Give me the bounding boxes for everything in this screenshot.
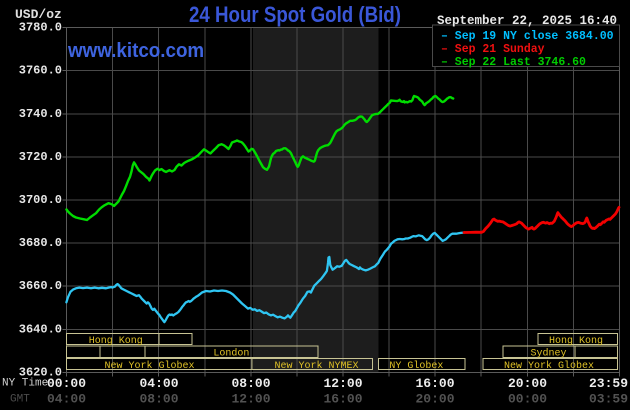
svg-text:NY Globex: NY Globex [389,360,443,372]
svg-text:3700.0: 3700.0 [19,193,62,207]
svg-text:3620.0: 3620.0 [19,366,62,380]
svg-text:12:00: 12:00 [323,376,362,391]
svg-text:00:00: 00:00 [47,376,86,391]
svg-text:04:00: 04:00 [139,376,178,391]
svg-text:London: London [213,348,249,360]
svg-text:Hong Kong: Hong Kong [89,336,143,347]
svg-text:GMT: GMT [10,394,30,406]
svg-text:12:00: 12:00 [231,391,270,406]
svg-text:3720.0: 3720.0 [19,150,62,164]
svg-text:– Sep 21 Sunday: – Sep 21 Sunday [441,43,545,56]
svg-text:Sydney: Sydney [530,348,566,360]
svg-text:3740.0: 3740.0 [19,107,62,121]
svg-text:20:00: 20:00 [415,391,454,406]
svg-text:23:59: 23:59 [589,376,628,391]
svg-text:USD/oz: USD/oz [15,7,62,22]
svg-text:3760.0: 3760.0 [19,64,62,78]
svg-text:3640.0: 3640.0 [19,322,62,336]
svg-text:NY Time: NY Time [2,378,48,390]
svg-text:04:00: 04:00 [47,391,86,406]
svg-text:New York Globex: New York Globex [504,360,594,372]
svg-text:Hong Kong: Hong Kong [549,336,603,347]
svg-text:08:00: 08:00 [139,391,178,406]
svg-text:New York NYMEX: New York NYMEX [274,360,358,372]
svg-text:New York Globex: New York Globex [104,360,194,372]
svg-text:00:00: 00:00 [508,391,547,406]
svg-text:3780.0: 3780.0 [19,21,62,35]
svg-text:03:59: 03:59 [589,391,628,406]
svg-text:20:00: 20:00 [508,376,547,391]
svg-text:September 22, 2025 16:40: September 22, 2025 16:40 [437,14,617,28]
svg-text:08:00: 08:00 [231,376,270,391]
svg-text:– Sep 22 Last 3746.60: – Sep 22 Last 3746.60 [441,56,586,69]
svg-text:16:00: 16:00 [415,376,454,391]
svg-text:– Sep 19 NY close 3684.00: – Sep 19 NY close 3684.00 [441,30,614,43]
svg-text:3680.0: 3680.0 [19,236,62,250]
svg-text:16:00: 16:00 [323,391,362,406]
svg-text:3660.0: 3660.0 [19,279,62,293]
